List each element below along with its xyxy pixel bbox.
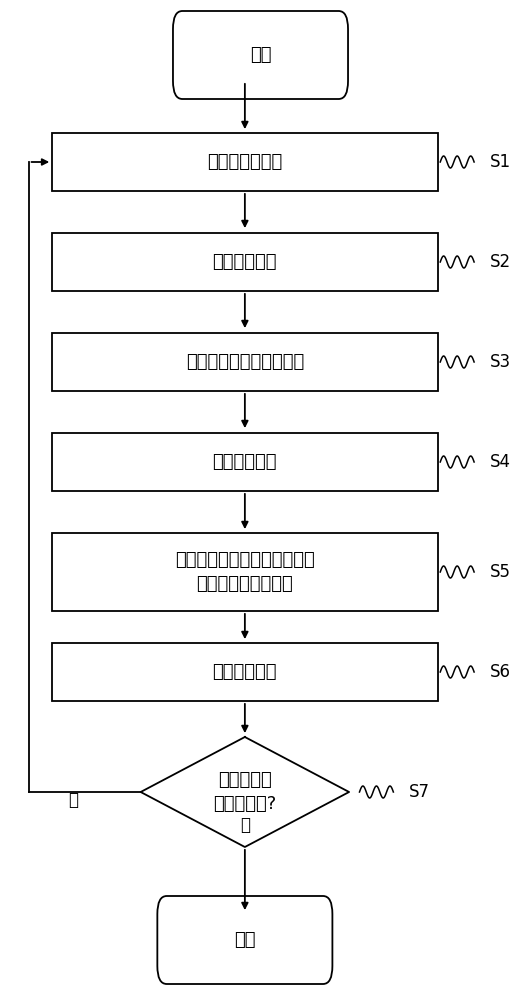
Bar <box>52 133 438 191</box>
Text: 通入第二反应源并微波辅助产
生等离子体参与反应: 通入第二反应源并微波辅助产 生等离子体参与反应 <box>175 550 315 593</box>
Text: S2: S2 <box>490 253 511 271</box>
Bar <box>52 333 438 391</box>
Text: 惰性气体吹扫: 惰性气体吹扫 <box>213 453 277 471</box>
Text: 是: 是 <box>240 816 250 834</box>
Text: 薄膜是否达
到预设厚度?: 薄膜是否达 到预设厚度? <box>213 770 277 814</box>
Text: S6: S6 <box>490 663 511 681</box>
Text: 惰性气体吹扫: 惰性气体吹扫 <box>213 253 277 271</box>
Text: 通入第一反应源: 通入第一反应源 <box>207 153 282 171</box>
Bar <box>52 643 438 701</box>
Text: S5: S5 <box>490 563 511 581</box>
Bar <box>52 533 438 611</box>
Bar <box>52 233 438 291</box>
Text: S1: S1 <box>490 153 511 171</box>
Text: S4: S4 <box>490 453 511 471</box>
Text: 开始: 开始 <box>250 46 271 64</box>
FancyBboxPatch shape <box>173 11 348 99</box>
FancyBboxPatch shape <box>157 896 332 984</box>
Text: 惰性气体吹扫: 惰性气体吹扫 <box>213 663 277 681</box>
Text: 否: 否 <box>68 791 78 809</box>
Bar <box>52 433 438 491</box>
Text: 结束: 结束 <box>234 931 256 949</box>
Text: 微波辐照离化第一反应源: 微波辐照离化第一反应源 <box>186 353 304 371</box>
Text: S3: S3 <box>490 353 511 371</box>
Text: S7: S7 <box>409 783 430 801</box>
